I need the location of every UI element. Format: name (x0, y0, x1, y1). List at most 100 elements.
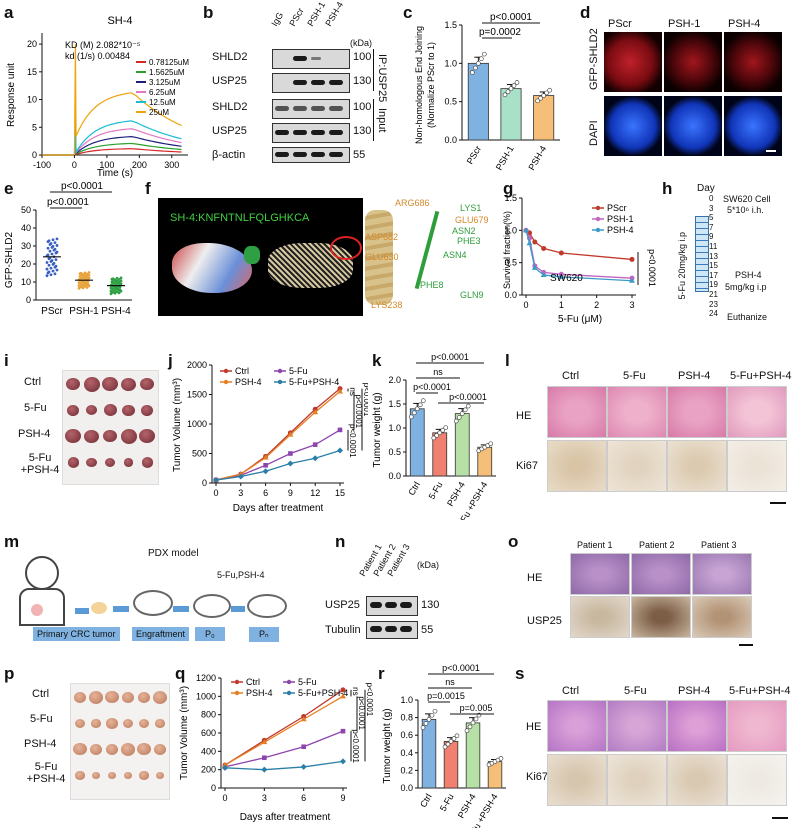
col-label: PScr (608, 18, 632, 30)
panel-letter-f: f (145, 179, 151, 198)
pdx-schematic: PDX model 5-Fu,PSH-4 Primary CRC tumor E… (5, 548, 295, 648)
data-point (523, 227, 529, 233)
data-point (540, 271, 547, 277)
series-line (215, 391, 341, 481)
legend-entry: 5-Fu+PSH-4 (298, 688, 348, 698)
tumor (141, 405, 154, 416)
data-point (312, 442, 318, 447)
g-ylabel: Survival fraction(%) (502, 211, 512, 289)
q-lines (222, 687, 346, 773)
q-xlabel: Days after treatment (240, 812, 331, 823)
data-point (340, 693, 346, 699)
data-point (541, 245, 547, 251)
data-point (118, 282, 122, 286)
col-label: PSH-1 (668, 18, 701, 30)
q-xticks: 0 3 6 9 (222, 788, 346, 803)
legend-entry: 0.78125uM (149, 58, 189, 67)
lane-label: PScr (287, 6, 306, 29)
data-point (434, 433, 440, 438)
bar (421, 718, 437, 789)
x-tick: Ctrl (418, 792, 434, 809)
data-point (448, 739, 454, 744)
data-point (261, 739, 268, 745)
tumor (122, 404, 136, 417)
series-line (224, 689, 344, 766)
spr-curve (42, 148, 182, 156)
legend-entry: PSH-4 (235, 377, 262, 387)
data-point (426, 717, 432, 722)
data-point (47, 257, 51, 261)
data-point (46, 271, 50, 275)
legend-entry: Ctrl (235, 366, 249, 376)
day-tick: 23 (709, 299, 718, 309)
tumor (120, 428, 137, 444)
j-lines (213, 386, 343, 484)
data-point (445, 741, 451, 747)
fluorescence-panel-d: PScr PSH-1 PSH-4 GFP-SHLD2 DAPI (588, 18, 790, 163)
tumor (140, 378, 155, 391)
e-p2: p<0.0001 (47, 197, 89, 208)
tumor (91, 719, 101, 728)
y-tick: 40 (21, 223, 31, 233)
data-point (50, 245, 54, 249)
data-point (262, 454, 269, 460)
tumor (139, 771, 149, 780)
day-tick: 11 (709, 242, 718, 251)
tumor-weight-k: 0.00.51.01.52.0 Ctrl 5-Fu PSH-45-Fu +PSH-4… (372, 352, 496, 520)
series-line (224, 730, 344, 768)
data-point (526, 240, 533, 246)
y-tick: 0 (202, 478, 207, 488)
legend-entry: 6.25uM (149, 88, 176, 97)
mw-label: 100 (353, 101, 372, 113)
tumor (75, 771, 85, 780)
data-point (312, 409, 319, 415)
y-tick: 1.0 (388, 423, 401, 433)
data-point (81, 286, 85, 290)
panel-letter-p: p (4, 664, 15, 683)
legend-entry: 3.125uM (149, 78, 180, 87)
y-tick: 2.0 (388, 375, 401, 385)
y-tick: 0 (26, 295, 31, 305)
y-tick: 15 (27, 67, 37, 77)
tumor (91, 771, 101, 780)
sig-label: p<0.0001 (365, 683, 374, 717)
data-point (300, 763, 307, 770)
y-tick: 0.0 (504, 290, 517, 300)
g-xlabel: 5-Fu (μM) (558, 314, 602, 325)
y-tick: 0.5 (444, 97, 457, 107)
x-tick: 3 (238, 488, 243, 498)
data-point (544, 90, 549, 96)
tumor (83, 376, 100, 392)
panel-letter-n: n (335, 532, 346, 551)
tumor-photo-i: Ctrl 5-Fu PSH-4 5-Fu +PSH-4 (0, 370, 160, 495)
scatter-e: p<0.0001 p<0.0001 0 10 20 30 40 50 PScr PSH-1 P… (4, 181, 132, 317)
c-yticks: 0.0 0.5 1.0 1.5 (444, 20, 462, 145)
y-tick: 0.5 (504, 258, 517, 268)
day-tick: 0 (709, 194, 714, 203)
tumor (103, 404, 117, 417)
panel-letter-h: h (662, 179, 673, 198)
data-point (454, 733, 460, 739)
data-point (287, 431, 294, 437)
e-yticks: 0 10 20 30 40 50 (21, 205, 36, 305)
data-point (51, 262, 55, 266)
data-point (420, 725, 426, 730)
x-tick: 5-Fu (427, 480, 445, 501)
data-point (48, 243, 52, 246)
data-point (423, 721, 429, 726)
y-tick: 1000 (187, 419, 207, 429)
data-point (46, 246, 50, 250)
y-tick: 1.5 (444, 20, 457, 30)
lane-label: IgG (269, 10, 286, 28)
data-point (462, 407, 468, 413)
data-point (414, 406, 420, 412)
legend-entry: Ctrl (246, 677, 260, 687)
data-point (262, 755, 267, 761)
blot-row-label: SHLD2 (212, 101, 248, 113)
y-tick: 1500 (187, 390, 207, 400)
sig-label: p<0.0001 (362, 383, 368, 417)
data-point (558, 273, 565, 279)
row-label: DAPI (588, 120, 600, 146)
day-tick: 7 (709, 222, 714, 232)
